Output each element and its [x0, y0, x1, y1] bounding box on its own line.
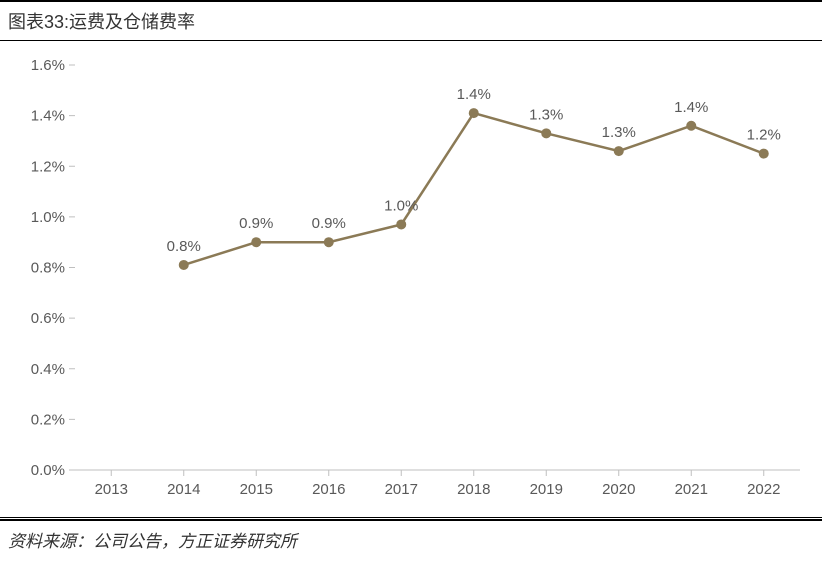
y-tick-label: 1.0%	[31, 209, 65, 226]
data-label: 0.8%	[167, 238, 201, 255]
figure-container: 图表33:运费及仓储费率 0.0% 0.2% 0.4% 0.6% 0.8% 1.0% 1.2…	[0, 0, 822, 562]
x-tick-label: 2019	[530, 481, 563, 498]
data-marker	[541, 128, 551, 138]
data-label: 1.2%	[747, 127, 781, 144]
data-label: 0.9%	[239, 215, 273, 232]
y-tick-label: 0.6%	[31, 310, 65, 327]
data-marker	[686, 121, 696, 131]
data-marker	[251, 237, 261, 247]
x-tick-label: 2013	[95, 481, 128, 498]
x-tick-label: 2020	[602, 481, 635, 498]
data-marker	[759, 149, 769, 159]
y-tick-label: 1.2%	[31, 158, 65, 175]
data-label: 1.3%	[529, 106, 563, 123]
line-chart-svg: 0.0% 0.2% 0.4% 0.6% 0.8% 1.0% 1.2% 1.4% 1.6% 2013…	[0, 45, 822, 515]
data-marker	[179, 260, 189, 270]
chart-title: 图表33:运费及仓储费率	[0, 0, 822, 41]
data-marker	[614, 146, 624, 156]
y-tick-label: 1.6%	[31, 57, 65, 74]
source-text: 资料来源：公司公告，方正证券研究所	[0, 521, 822, 552]
y-tick-label: 0.0%	[31, 462, 65, 479]
data-label: 1.4%	[674, 99, 708, 116]
y-tick-label: 0.4%	[31, 361, 65, 378]
x-tick-label: 2014	[167, 481, 200, 498]
data-marker	[324, 237, 334, 247]
x-tick-label: 2015	[240, 481, 273, 498]
y-tick-label: 0.8%	[31, 260, 65, 277]
x-tick-label: 2016	[312, 481, 345, 498]
x-tick-label: 2018	[457, 481, 490, 498]
x-tick-label: 2022	[747, 481, 780, 498]
data-label: 1.0%	[384, 197, 418, 214]
data-label: 1.3%	[602, 124, 636, 141]
x-tick-label: 2021	[675, 481, 708, 498]
series-line	[184, 113, 764, 265]
x-tick-label: 2017	[385, 481, 418, 498]
data-label: 1.4%	[457, 86, 491, 103]
y-tick-label: 0.2%	[31, 411, 65, 428]
chart-area: 0.0% 0.2% 0.4% 0.6% 0.8% 1.0% 1.2% 1.4% 1.6% 2013…	[0, 45, 822, 515]
data-label: 0.9%	[312, 215, 346, 232]
data-marker	[396, 219, 406, 229]
data-marker	[469, 108, 479, 118]
y-tick-label: 1.4%	[31, 108, 65, 125]
